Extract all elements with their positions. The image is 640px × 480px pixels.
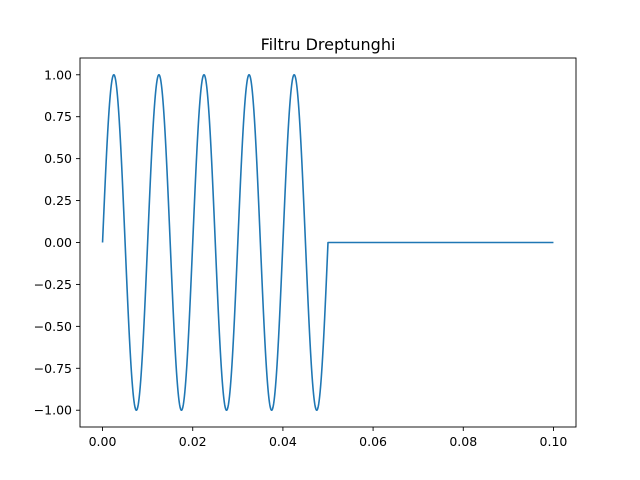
y-tick-label: −0.75 xyxy=(34,361,72,376)
y-axis: −1.00 −0.75 −0.50 −0.25 0.00 0.25 0.50 0.75 1.00 xyxy=(34,67,80,418)
x-tick-label: 0.04 xyxy=(269,434,297,449)
y-tick-label: 0.00 xyxy=(44,235,72,250)
y-tick-label: 1.00 xyxy=(44,67,72,82)
chart-title: Filtru Dreptunghi xyxy=(261,35,396,54)
y-tick-label: −0.50 xyxy=(34,319,72,334)
x-tick-label: 0.08 xyxy=(449,434,477,449)
x-tick-label: 0.00 xyxy=(89,434,117,449)
x-tick-label: 0.06 xyxy=(359,434,387,449)
x-axis: 0.00 0.02 0.04 0.06 0.08 0.10 xyxy=(89,427,568,449)
y-tick-label: 0.50 xyxy=(44,151,72,166)
y-tick-label: 0.75 xyxy=(44,109,72,124)
x-tick-label: 0.10 xyxy=(540,434,568,449)
x-tick-label: 0.02 xyxy=(179,434,207,449)
plot-area xyxy=(79,57,577,428)
y-tick-label: −1.00 xyxy=(34,403,72,418)
series-line-0 xyxy=(101,73,555,412)
y-tick-label: −0.25 xyxy=(34,277,72,292)
y-tick-label: 0.25 xyxy=(44,193,72,208)
